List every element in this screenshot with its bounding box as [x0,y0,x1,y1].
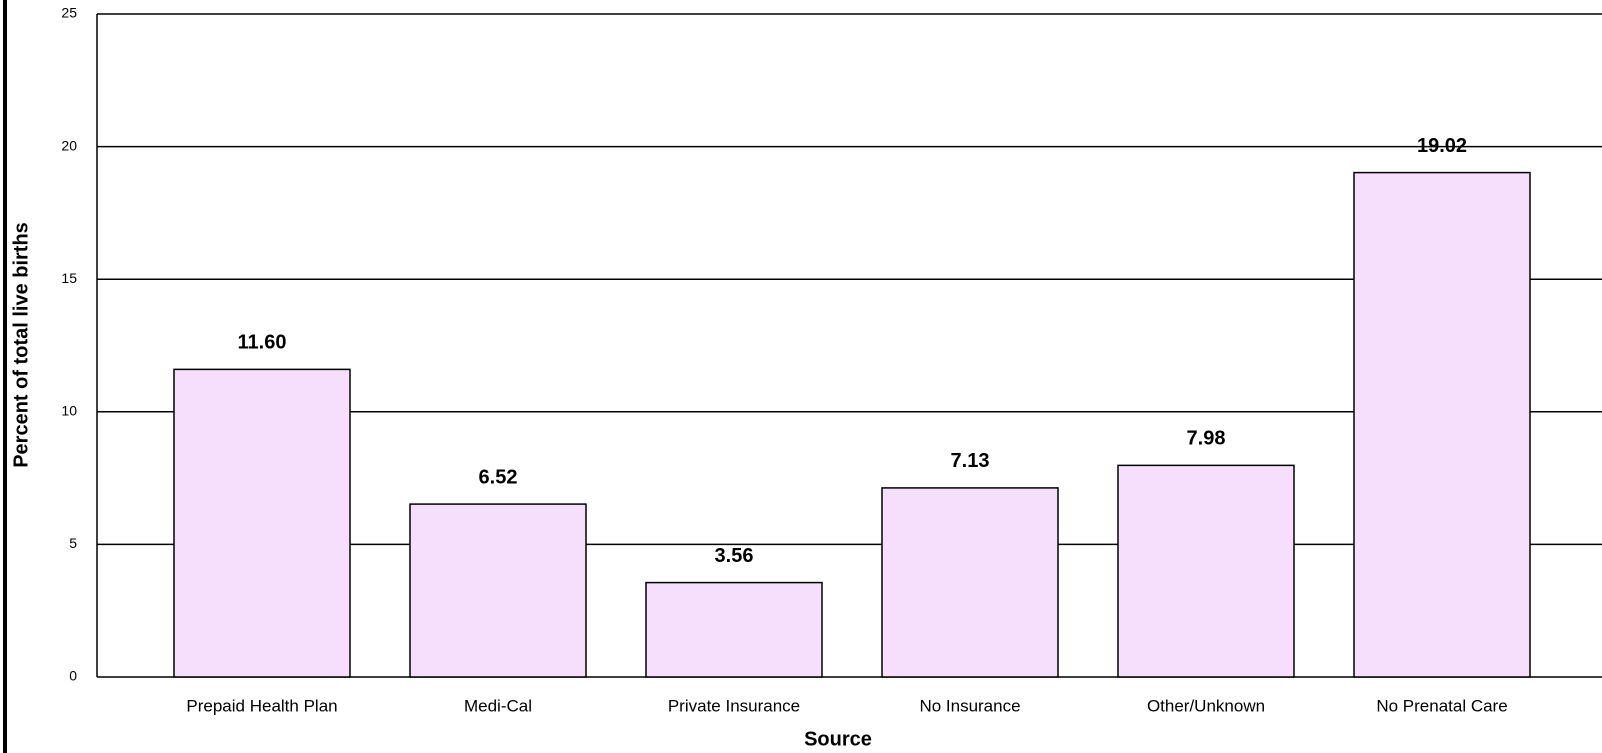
y-axis-title: Percent of total live births [10,222,32,468]
x-tick-label: No Insurance [919,696,1020,715]
bar [1353,171,1531,678]
bar [881,487,1059,678]
bar [173,368,351,678]
y-tick-label: 20 [61,137,77,153]
y-tick-label: 5 [69,535,77,551]
x-tick-label: Private Insurance [668,696,800,715]
y-tick-label: 10 [61,403,77,419]
y-tick-label: 15 [61,270,77,286]
x-tick-label: Prepaid Health Plan [186,696,337,715]
x-tick-label: No Prenatal Care [1376,696,1507,715]
value-label: 19.02 [1417,135,1467,157]
y-tick-label: 0 [69,668,77,684]
value-label: 7.98 [1187,428,1226,450]
bar [645,581,823,678]
value-label: 6.52 [479,466,518,488]
value-label: 3.56 [715,545,754,567]
value-label: 7.13 [951,450,990,472]
bar [409,503,587,678]
x-tick-label: Medi-Cal [464,696,532,715]
left-border [3,0,7,753]
x-axis-title: Source [804,728,872,750]
x-tick-label: Other/Unknown [1147,696,1265,715]
value-label: 11.60 [238,332,287,354]
y-tick-label: 25 [61,5,77,21]
bar [1117,464,1295,678]
